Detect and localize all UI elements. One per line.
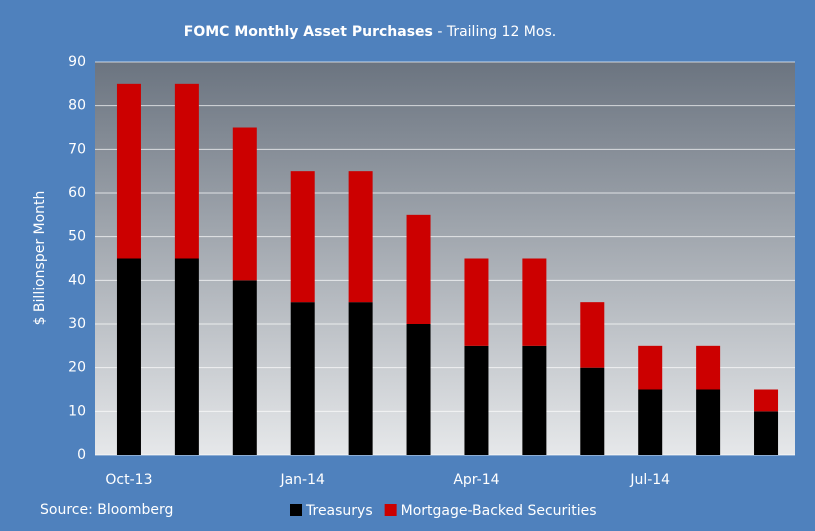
legend-swatch (384, 504, 397, 516)
source: Source: Bloomberg (40, 502, 173, 518)
bar-segment (290, 302, 315, 455)
bar-segment (232, 280, 257, 455)
bar-segment (522, 258, 547, 346)
bar-segment (174, 83, 199, 259)
bar-segment (116, 258, 141, 455)
y-tick-label: 30 (68, 316, 86, 332)
y-tick-label: 20 (68, 360, 86, 376)
y-tick-label: 40 (68, 272, 86, 288)
chart-subtitle: - Trailing 12 Mos. (437, 24, 556, 40)
y-tick-label: 10 (68, 403, 86, 419)
bar-segment (290, 171, 315, 303)
bar-segment (406, 324, 431, 455)
bar-segment (406, 214, 431, 324)
legend-label: Mortgage-Backed Securities (401, 503, 597, 519)
y-tick-label: 50 (68, 229, 86, 245)
title-group: FOMC Monthly Asset Purchases - Trailing … (184, 24, 556, 40)
legend-label: Treasurys (305, 503, 373, 519)
x-tick-label: Oct-13 (105, 472, 152, 488)
bar-segment (580, 367, 605, 455)
bar-segment (696, 389, 721, 455)
legend-swatch (290, 504, 302, 516)
bar-segment (116, 83, 141, 259)
bar-segment (696, 345, 721, 390)
x-tick-label: Jan-14 (279, 472, 325, 488)
y-axis-label: $ Billionsper Month (32, 191, 48, 326)
bar-segment (580, 302, 605, 368)
x-tick-label: Apr-14 (453, 472, 499, 488)
y-tick-label: 0 (77, 447, 86, 463)
bar-segment (464, 345, 489, 455)
y-tick-label: 80 (68, 98, 86, 114)
chart-title: FOMC Monthly Asset Purchases (184, 24, 433, 40)
bar-segment (464, 258, 489, 346)
bar-segment (232, 127, 257, 281)
plot-area (95, 62, 795, 455)
bar-segment (348, 302, 373, 455)
bar-segment (174, 258, 199, 455)
y-tick-label: 90 (68, 54, 86, 70)
bar-segment (348, 171, 373, 303)
bar-segment (638, 389, 663, 455)
bar-segment (522, 345, 547, 455)
x-tick-label: Jul-14 (629, 472, 670, 488)
y-tick-label: 70 (68, 141, 86, 157)
bar-segment (754, 411, 779, 455)
bar-segment (754, 389, 779, 412)
y-tick-label: 60 (68, 185, 86, 201)
bar-segment (638, 345, 663, 390)
